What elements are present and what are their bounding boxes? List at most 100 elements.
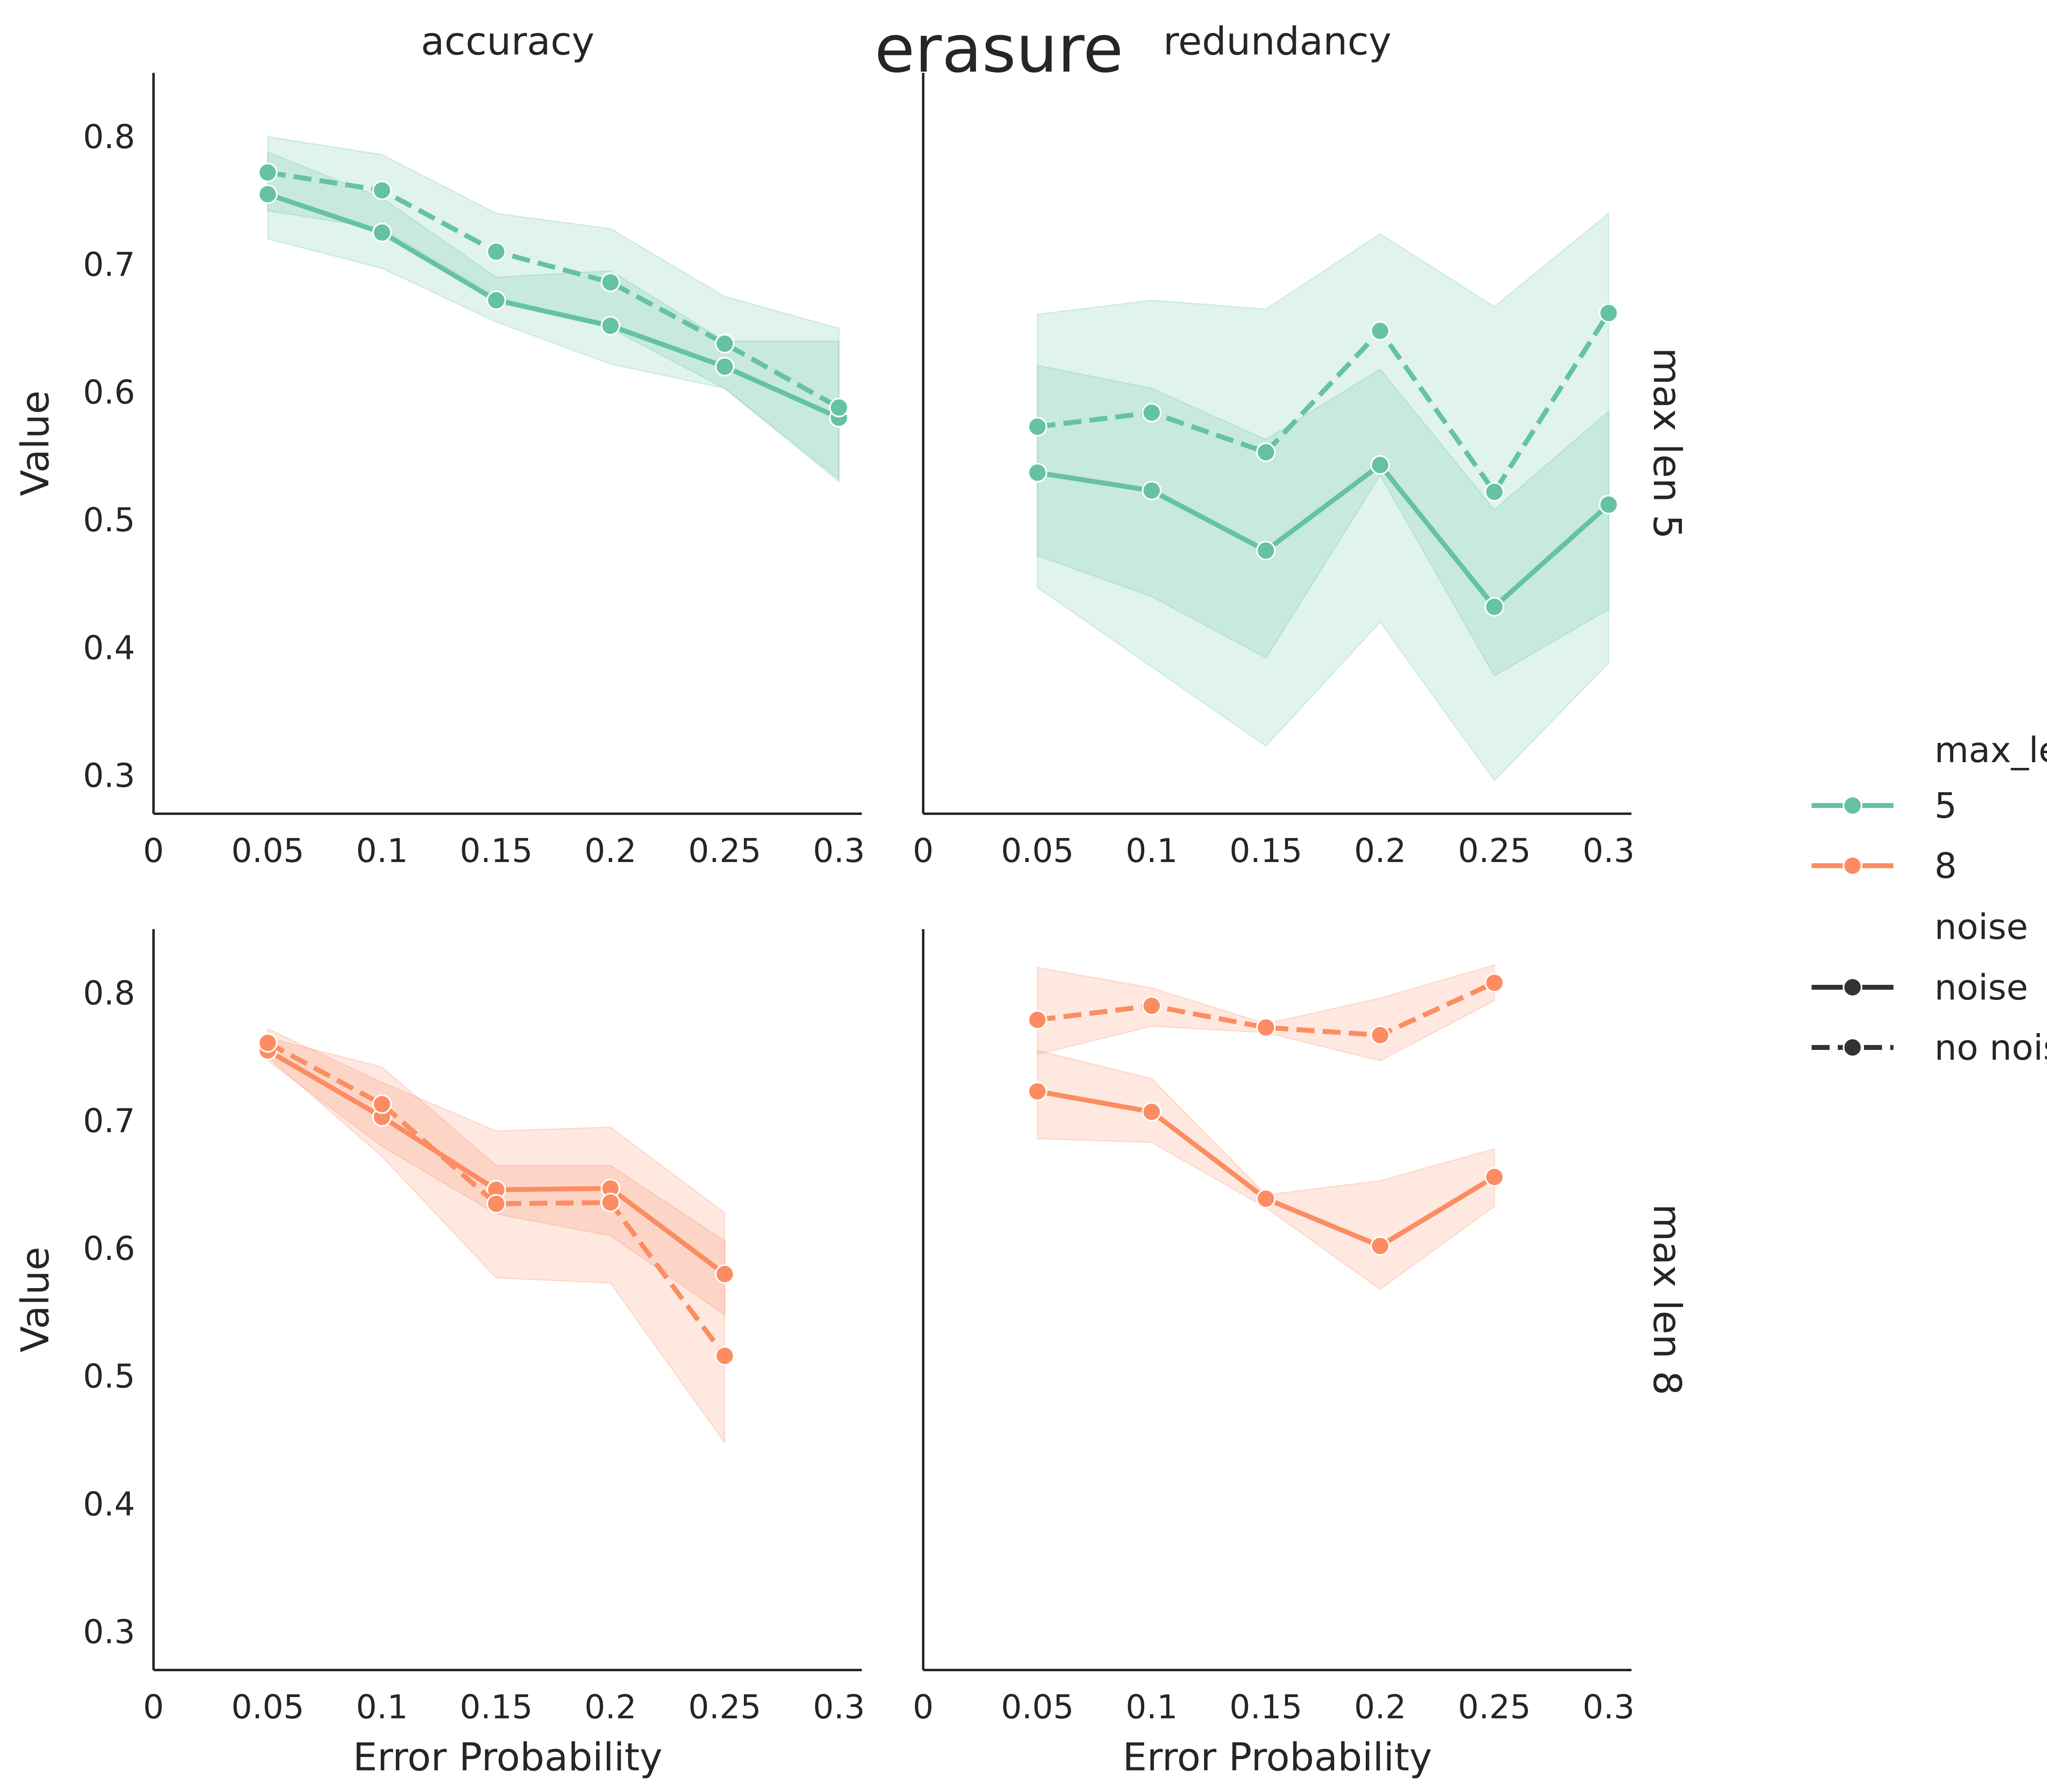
confidence-bands xyxy=(1037,212,1609,782)
data-point-maxlen-5-noise xyxy=(1256,541,1276,561)
data-point-maxlen-5-noise xyxy=(1370,455,1390,475)
y-tick-label: 0.3 xyxy=(83,1613,135,1651)
x-tick-label: 0.3 xyxy=(813,1688,865,1726)
legend-marker-maxlen-8 xyxy=(1843,856,1862,876)
data-point-maxlen-5-no-noise xyxy=(715,334,735,354)
data-point-maxlen-5-noise xyxy=(601,316,621,336)
data-point-maxlen-5-no-noise xyxy=(1256,442,1276,462)
x-tick-label: 0.05 xyxy=(1001,832,1074,870)
x-tick-label: 0.05 xyxy=(231,832,304,870)
x-tick-label: 0.15 xyxy=(1229,832,1302,870)
ci-band-maxlen-5-noise xyxy=(267,151,840,481)
legend-label-maxlen-5: 5 xyxy=(1934,785,1957,826)
ci-band-maxlen-8-no-noise xyxy=(267,1028,725,1445)
legend: max_len 5 8 noise noise no noise xyxy=(1812,730,2047,1068)
y-tick-label: 0.6 xyxy=(83,373,135,411)
legend-marker-no-noise xyxy=(1843,1038,1862,1057)
data-point-maxlen-8-noise xyxy=(1028,1081,1048,1101)
x-tick-label: 0 xyxy=(143,1688,164,1726)
x-tick-label: 0 xyxy=(913,832,934,870)
y-axis-label: Value xyxy=(13,1247,58,1352)
data-point-maxlen-5-no-noise xyxy=(258,162,278,183)
data-point-maxlen-5-noise xyxy=(1028,463,1048,483)
legend-marker-maxlen-5 xyxy=(1843,796,1862,815)
y-tick-label: 0.7 xyxy=(83,1102,135,1140)
panel-accuracy-max-len-8: 0 0.05 0.1 0.15 0.2 0.25 0.3 0.3 0.4 0.5 0.6 0.7 0.8… xyxy=(13,929,865,1780)
x-tick-label: 0.15 xyxy=(460,832,533,870)
facet-row-title-max-len-5: max len 5 xyxy=(1645,348,1689,539)
confidence-bands xyxy=(267,136,840,483)
data-point-maxlen-8-no-noise xyxy=(486,1194,506,1214)
x-tick-label: 0.2 xyxy=(585,1688,637,1726)
data-point-maxlen-5-no-noise xyxy=(1370,321,1390,341)
data-point-maxlen-8-no-noise xyxy=(1484,973,1505,993)
data-point-maxlen-5-noise xyxy=(372,223,392,243)
facet-grid: 0 0.05 0.1 0.15 0.2 0.25 0.3 0.3 0.4 0.5 0.6 0.7 0.8… xyxy=(13,19,1689,1780)
data-point-maxlen-5-noise xyxy=(715,357,735,377)
x-tick-label: 0.3 xyxy=(813,832,865,870)
legend-hue-title: max_len xyxy=(1934,730,2047,771)
x-tick-label: 0.2 xyxy=(1354,832,1406,870)
y-tick-label: 0.7 xyxy=(83,246,135,284)
data-point-maxlen-8-no-noise xyxy=(715,1346,735,1366)
x-tick-label: 0.25 xyxy=(1458,1688,1531,1726)
legend-style-title: noise xyxy=(1934,907,2028,948)
ci-band-maxlen-5-no-noise xyxy=(1037,212,1609,782)
data-point-maxlen-8-no-noise xyxy=(1370,1025,1390,1045)
legend-label-no-noise: no noise xyxy=(1934,1027,2047,1068)
data-point-maxlen-8-no-noise xyxy=(372,1094,392,1114)
series-line-maxlen-5-noise xyxy=(267,192,840,420)
series-lines xyxy=(258,162,849,428)
data-point-maxlen-5-no-noise xyxy=(1599,303,1619,323)
data-point-maxlen-8-noise xyxy=(1142,1102,1162,1122)
y-tick-label: 0.5 xyxy=(83,501,135,539)
x-tick-label: 0.2 xyxy=(585,832,637,870)
x-tick-label: 0.2 xyxy=(1354,1688,1406,1726)
data-point-maxlen-5-no-noise xyxy=(1028,417,1048,437)
x-tick-label: 0.1 xyxy=(356,1688,408,1726)
facet-title-redundancy: redundancy xyxy=(1163,19,1391,64)
data-point-maxlen-8-no-noise xyxy=(258,1033,278,1053)
data-point-maxlen-5-no-noise xyxy=(486,241,506,262)
x-tick-label: 0.3 xyxy=(1583,832,1635,870)
legend-label-maxlen-8: 8 xyxy=(1934,846,1957,887)
x-axis-label: Error Probability xyxy=(353,1735,662,1780)
y-tick-label: 0.8 xyxy=(83,974,135,1012)
data-point-maxlen-8-no-noise xyxy=(1256,1018,1276,1038)
series-lines xyxy=(258,1033,735,1366)
data-point-maxlen-5-noise xyxy=(486,290,506,310)
x-tick-label: 0.1 xyxy=(1125,1688,1177,1726)
y-tick-label: 0.4 xyxy=(83,1485,135,1523)
data-point-maxlen-5-noise xyxy=(1142,481,1162,501)
data-point-maxlen-5-no-noise xyxy=(372,181,392,201)
series-lines xyxy=(1028,973,1505,1256)
y-tick-label: 0.8 xyxy=(83,118,135,156)
data-point-maxlen-8-noise xyxy=(715,1264,735,1284)
x-tick-label: 0.1 xyxy=(1125,832,1177,870)
x-tick-label: 0.3 xyxy=(1583,1688,1635,1726)
x-tick-label: 0.25 xyxy=(1458,832,1531,870)
y-tick-label: 0.5 xyxy=(83,1357,135,1395)
data-point-maxlen-5-noise xyxy=(1484,597,1505,617)
series-line-maxlen-8-no-noise xyxy=(267,1040,727,1357)
data-point-maxlen-8-no-noise xyxy=(601,1192,621,1212)
x-tick-label: 0.1 xyxy=(356,832,408,870)
figure-title: erasure xyxy=(874,11,1123,87)
y-tick-label: 0.3 xyxy=(83,756,135,794)
data-point-maxlen-8-noise xyxy=(1370,1236,1390,1256)
facet-title-accuracy: accuracy xyxy=(421,19,594,64)
series-line-maxlen-5-no-noise xyxy=(267,170,840,410)
data-point-maxlen-5-no-noise xyxy=(829,397,849,418)
series-line-maxlen-5-no-noise xyxy=(1037,311,1611,494)
data-point-maxlen-8-no-noise xyxy=(1028,1010,1048,1030)
x-tick-label: 0.25 xyxy=(688,832,761,870)
data-point-maxlen-8-noise xyxy=(1256,1189,1276,1209)
x-axis-label: Error Probability xyxy=(1123,1735,1432,1780)
legend-label-noise: noise xyxy=(1934,967,2028,1008)
facet-row-title-max-len-8: max len 8 xyxy=(1645,1204,1689,1395)
series-line-maxlen-5-noise xyxy=(1037,463,1611,609)
data-point-maxlen-8-noise xyxy=(1484,1167,1505,1187)
x-tick-label: 0.15 xyxy=(460,1688,533,1726)
y-tick-label: 0.6 xyxy=(83,1230,135,1268)
